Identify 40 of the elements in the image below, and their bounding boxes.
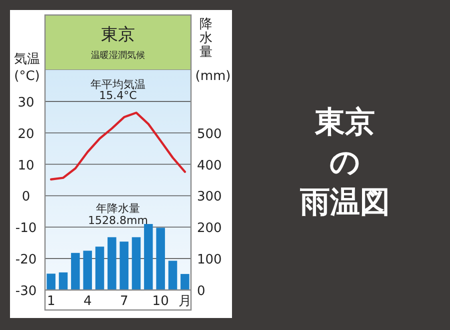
y2-axis-title: 降水量 (mm) xyxy=(195,17,231,84)
bar xyxy=(132,237,141,290)
y-tick-label: -10 xyxy=(15,221,37,236)
annotation: 年降水量 1528.8mm xyxy=(88,202,148,227)
x-tick-label: 月 xyxy=(178,294,192,309)
y-tick-label: 30 xyxy=(18,95,34,110)
y2-tick-label: 200 xyxy=(197,221,222,236)
y2-tick-label: 500 xyxy=(197,126,222,142)
x-tick-label: 4 xyxy=(83,294,92,309)
y-tick-label: 10 xyxy=(18,158,34,174)
bar xyxy=(58,272,68,290)
bar xyxy=(120,242,128,290)
y-tick-label: 20 xyxy=(18,126,34,142)
text: の xyxy=(330,145,360,180)
y2-tick-label: 400 xyxy=(197,158,222,174)
line-series xyxy=(50,112,186,180)
bar xyxy=(108,237,116,290)
text: 東京 xyxy=(314,105,375,140)
y-tick-label: -20 xyxy=(15,252,37,268)
bar xyxy=(46,274,56,290)
x-tick-label: 10 xyxy=(152,294,169,309)
bar xyxy=(95,246,104,290)
bar xyxy=(71,252,80,290)
y2-tick-label: 300 xyxy=(197,190,222,205)
y2-tick-label: 100 xyxy=(197,252,222,268)
x-tick-label: 7 xyxy=(120,294,128,309)
bar xyxy=(83,250,92,290)
chart-title: 東京 xyxy=(101,25,135,45)
text: 雨温図 xyxy=(299,185,390,220)
bar xyxy=(180,274,190,290)
y-tick-label: -30 xyxy=(15,284,37,299)
bar xyxy=(168,260,178,290)
bar xyxy=(156,228,165,290)
bar xyxy=(144,224,153,290)
y-tick-label: 0 xyxy=(22,190,30,205)
annotation: 年平均気温 15.4°C xyxy=(90,78,146,102)
y-axis-title: 気温 (°C) xyxy=(14,52,40,84)
x-tick-label: 1 xyxy=(46,294,56,309)
y2-tick-label: 0 xyxy=(197,284,206,299)
chart-subtitle: 温暖湿潤気候 xyxy=(91,50,145,61)
